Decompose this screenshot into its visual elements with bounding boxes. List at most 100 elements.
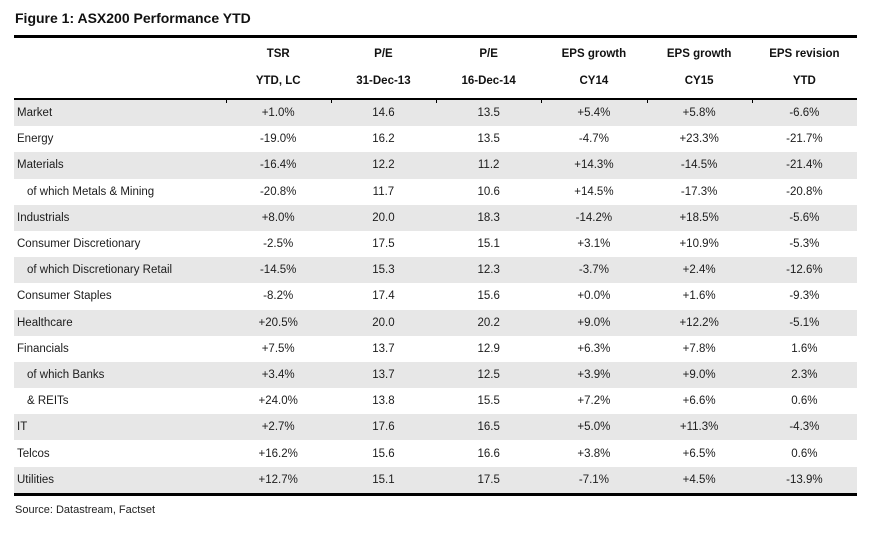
- column-tick: [330, 98, 332, 103]
- metric-cell: +1.0%: [261, 107, 295, 120]
- metric-cell: 0.6%: [791, 395, 818, 408]
- metric-cell: +3.4%: [261, 368, 295, 381]
- table-row: Materials -16.4% 12.2 11.2 +14.3% -14.5% -21.4…: [14, 152, 857, 179]
- metric-cell: -19.0%: [259, 133, 297, 146]
- header-label-line: EPS revision: [769, 48, 840, 60]
- metric-cell: +12.7%: [258, 473, 298, 486]
- metric-cell: -12.6%: [786, 264, 823, 277]
- row-label: Financials: [17, 342, 69, 355]
- metric-cell: +4.5%: [682, 473, 716, 486]
- metric-cell: 13.5: [477, 107, 500, 120]
- table-row: Financials +7.5% 13.7 12.9 +6.3% +7.8% 1.6%: [14, 336, 857, 362]
- table-row: IT +2.7% 17.6 16.5 +5.0% +11.3% -4.3%: [14, 414, 857, 441]
- row-label: Consumer Staples: [17, 290, 112, 303]
- metric-cell: -21.4%: [786, 159, 823, 172]
- figure-title: Figure 1: ASX200 Performance YTD: [15, 10, 251, 26]
- row-label: Industrials: [17, 211, 70, 224]
- metric-cell: 15.3: [372, 264, 395, 277]
- metric-cell: 16.2: [372, 133, 395, 146]
- header-label-line: TSR: [266, 48, 290, 60]
- metric-cell: +1.6%: [682, 290, 716, 303]
- header-label-line: P/E: [374, 48, 393, 60]
- row-label: of which Banks: [27, 368, 105, 381]
- metric-cell: +3.1%: [577, 238, 611, 251]
- metric-cell: 12.2: [372, 159, 395, 172]
- header-label-line: EPS growth: [666, 48, 732, 60]
- header-label-line: 31-Dec-13: [356, 75, 411, 87]
- metric-cell: -8.2%: [263, 290, 294, 303]
- performance-table: TSR YTD, LC P/E 31-Dec-13 P/E 16-Dec-14 EPS gr…: [14, 35, 857, 496]
- table-row: Utilities +12.7% 15.1 17.5 -7.1% +4.5% -13.9%: [14, 466, 857, 493]
- metric-cell: 12.9: [477, 342, 500, 355]
- table-row: Telcos +16.2% 15.6 16.6 +3.8% +6.5% 0.6%: [14, 440, 857, 466]
- metric-cell: 13.7: [372, 342, 395, 355]
- metric-cell: +6.6%: [682, 395, 716, 408]
- metric-cell: -4.3%: [789, 421, 820, 434]
- table-row: of which Metals & Mining -20.8% 11.7 10.6 +1…: [14, 179, 857, 205]
- metric-cell: 13.5: [477, 133, 500, 146]
- metric-cell: +5.4%: [577, 107, 611, 120]
- metric-cell: -5.6%: [789, 211, 820, 224]
- metric-cell: +9.0%: [682, 368, 716, 381]
- metric-cell: +16.2%: [258, 447, 298, 460]
- metric-cell: +12.2%: [679, 316, 719, 329]
- table-row: Consumer Discretionary -2.5% 17.5 15.1 +3.1%…: [14, 231, 857, 257]
- metric-cell: 15.6: [477, 290, 500, 303]
- metric-cell: 17.6: [372, 421, 395, 434]
- table-header: TSR YTD, LC P/E 31-Dec-13 P/E 16-Dec-14 EPS gr…: [14, 38, 857, 103]
- row-label: IT: [17, 421, 28, 434]
- header-cell: P/E 31-Dec-13: [331, 47, 436, 88]
- metric-cell: 11.7: [372, 185, 395, 198]
- table-row: Industrials +8.0% 20.0 18.3 -14.2% +18.5% -5.6…: [14, 204, 857, 231]
- header-cell: P/E 16-Dec-14: [436, 47, 541, 88]
- header-label-line: P/E: [479, 48, 498, 60]
- metric-cell: +18.5%: [679, 211, 719, 224]
- metric-cell: -14.5%: [259, 264, 297, 277]
- metric-cell: +3.9%: [577, 368, 611, 381]
- metric-cell: 16.5: [477, 421, 500, 434]
- row-label: of which Metals & Mining: [27, 185, 155, 198]
- metric-cell: +2.7%: [261, 421, 295, 434]
- metric-cell: -5.3%: [789, 238, 820, 251]
- metric-cell: -4.7%: [578, 133, 609, 146]
- metric-cell: 18.3: [477, 211, 500, 224]
- metric-cell: 12.3: [477, 264, 500, 277]
- table-row: of which Discretionary Retail -14.5% 15.3 1…: [14, 257, 857, 284]
- metric-cell: +14.3%: [574, 159, 614, 172]
- metric-cell: +6.5%: [682, 447, 716, 460]
- metric-cell: +7.8%: [682, 342, 716, 355]
- metric-cell: -21.7%: [786, 133, 823, 146]
- metric-cell: +24.0%: [258, 395, 298, 408]
- metric-cell: -5.1%: [789, 316, 820, 329]
- metric-cell: +14.5%: [574, 185, 614, 198]
- metric-cell: -3.7%: [578, 264, 609, 277]
- header-cell: EPS growth CY14: [541, 47, 646, 88]
- metric-cell: +2.4%: [682, 264, 716, 277]
- metric-cell: 17.5: [477, 473, 500, 486]
- header-label-line: CY15: [684, 75, 714, 87]
- row-label: Healthcare: [17, 316, 73, 329]
- metric-cell: +5.8%: [682, 107, 716, 120]
- metric-cell: 2.3%: [791, 368, 818, 381]
- metric-cell: -20.8%: [259, 185, 297, 198]
- header-label-line: 16-Dec-14: [461, 75, 516, 87]
- metric-cell: -20.8%: [786, 185, 823, 198]
- metric-cell: +20.5%: [258, 316, 298, 329]
- metric-cell: 20.0: [372, 211, 395, 224]
- metric-cell: +7.2%: [577, 395, 611, 408]
- metric-cell: +7.5%: [261, 342, 295, 355]
- metric-cell: -16.4%: [259, 159, 297, 172]
- metric-cell: -13.9%: [786, 473, 823, 486]
- row-label: Telcos: [17, 447, 50, 460]
- metric-cell: 0.6%: [791, 447, 818, 460]
- metric-cell: 16.6: [477, 447, 500, 460]
- header-label-line: EPS growth: [561, 48, 627, 60]
- header-cell-empty: [14, 47, 226, 88]
- metric-cell: 20.2: [477, 316, 500, 329]
- metric-cell: +6.3%: [577, 342, 611, 355]
- row-label: Materials: [17, 159, 64, 172]
- row-label: of which Discretionary Retail: [27, 264, 173, 277]
- header-label-line: YTD: [792, 75, 816, 87]
- column-tick: [541, 98, 543, 103]
- column-tick: [751, 98, 753, 103]
